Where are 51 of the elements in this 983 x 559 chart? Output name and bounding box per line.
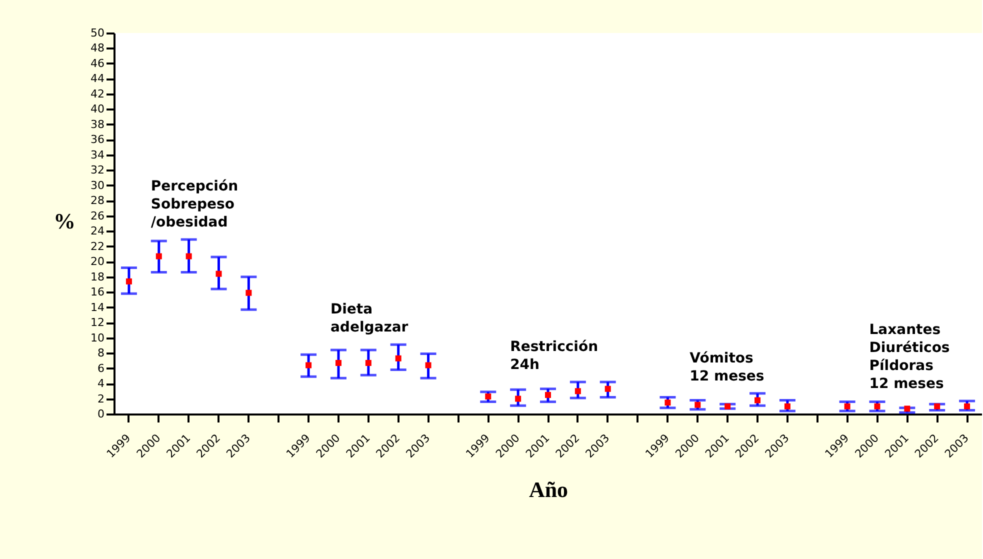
point (515, 396, 522, 402)
y-tick-label: 22 (90, 240, 104, 253)
annotation: Vómitos 12 meses (690, 350, 764, 384)
point (365, 360, 372, 366)
point (604, 386, 611, 392)
y-tick-label: 16 (90, 286, 104, 299)
point (186, 253, 192, 260)
point (246, 290, 252, 296)
y-tick-label: 44 (90, 72, 104, 86)
y-tick-label: 18 (90, 270, 104, 284)
y-tick-label: 0 (98, 408, 104, 420)
y-tick-label: 30 (90, 178, 104, 192)
annotation: Laxantes Diuréticos Píldoras 12 meses (869, 322, 950, 392)
point (545, 392, 551, 398)
y-tick-label: 8 (98, 346, 104, 360)
y-tick-label: 4 (98, 377, 104, 390)
y-tick-label: 50 (90, 26, 104, 40)
annotation: Restricción 24h (510, 338, 598, 373)
point (784, 403, 790, 410)
annotation: Percepción Sobrepeso /obesidad (150, 178, 238, 230)
y-tick-label: 46 (90, 56, 104, 70)
point (574, 388, 581, 394)
point (664, 400, 671, 406)
y-tick-label: 26 (90, 209, 104, 222)
y-tick-label: 34 (90, 148, 104, 162)
y-axis-title: % (54, 208, 76, 234)
y-tick-label: 42 (90, 87, 104, 100)
point (156, 253, 162, 260)
x-axis-title: Año (528, 476, 568, 502)
point (395, 355, 402, 362)
y-tick-label: 12 (90, 316, 104, 330)
y-tick-label: 14 (90, 300, 104, 314)
y-tick-label: 48 (90, 42, 104, 55)
point (216, 270, 222, 277)
point (425, 362, 432, 368)
point (485, 393, 492, 400)
point (306, 362, 312, 368)
y-tick-label: 32 (90, 164, 104, 177)
y-tick-label: 36 (90, 133, 104, 146)
y-tick-label: 38 (90, 118, 104, 131)
y-tick-label: 24 (90, 224, 104, 238)
y-tick-label: 20 (90, 255, 104, 268)
point (335, 360, 342, 366)
y-tick-label: 2 (98, 392, 104, 406)
y-tick-label: 40 (90, 102, 104, 116)
y-tick-label: 6 (98, 362, 104, 375)
y-tick-label: 10 (90, 331, 104, 344)
annotation: Dieta adelgazar (330, 302, 408, 336)
point (754, 397, 761, 404)
y-tick-label: 28 (90, 194, 104, 208)
point (126, 278, 132, 284)
